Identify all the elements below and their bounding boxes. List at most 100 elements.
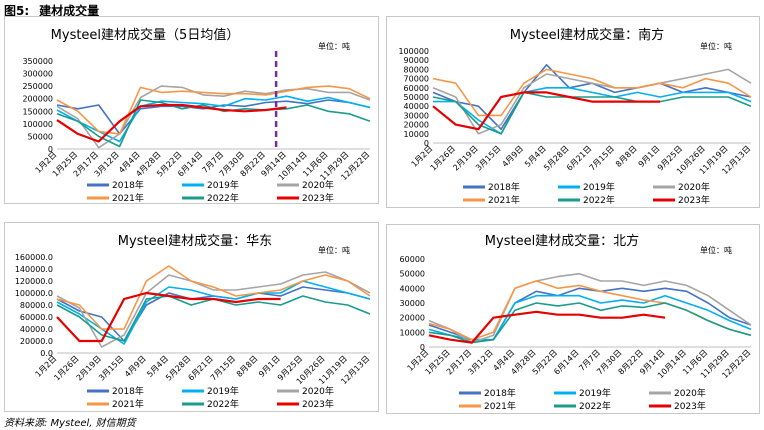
series-line-2022 <box>428 302 752 344</box>
unit-label: 单位：吨 <box>700 245 732 255</box>
legend-label-2020: 2020年 <box>302 179 334 191</box>
y-tick-label: 350000 <box>22 57 53 66</box>
y-tick-label: 80000 <box>404 65 429 74</box>
legend-label-2023: 2023年 <box>302 192 334 203</box>
legend-label-2021: 2021年 <box>112 398 144 410</box>
figure-number: 图5: <box>4 4 30 18</box>
y-tick-label: 100000 <box>398 47 429 56</box>
legend-label-2018: 2018年 <box>484 387 516 399</box>
legend-label-2021: 2021年 <box>112 192 144 203</box>
chart-title: Mysteel建材成交量：华东 <box>118 233 272 249</box>
legend-label-2019: 2019年 <box>207 385 239 397</box>
x-tick-label: 4月9日 <box>123 354 148 379</box>
legend-label-2019: 2019年 <box>583 181 615 193</box>
figure-title: 图5: 建材成交量 <box>4 2 99 19</box>
chart-svg: Mysteel建材成交量（5日均值） 单位：吨 0 50000 100000 150000… <box>22 27 371 203</box>
y-tick-label: 50000 <box>400 270 425 279</box>
legend-label-2020: 2020年 <box>674 387 706 399</box>
chart-panel-south: Mysteel建材成交量：南方单位：吨 0 10000 20000 30000 40000… <box>386 16 760 208</box>
y-tick-label: 10000 <box>404 130 429 139</box>
y-tick-label: 200000 <box>22 95 53 104</box>
y-tick-label: 140000.0 <box>15 265 53 274</box>
legend-label-2023: 2023年 <box>674 400 706 412</box>
y-tick-label: 70000 <box>404 75 429 84</box>
y-tick-label: 30000 <box>400 299 425 308</box>
figure-title-text: 建材成交量 <box>39 4 100 18</box>
series-line-2019 <box>56 280 371 345</box>
legend-label-2023: 2023年 <box>302 398 334 410</box>
chart-panel-north: Mysteel建材成交量：北方单位：吨 0 10000 20000 30000 40000… <box>386 224 760 414</box>
source-note: 资料来源: Mysteel, 财信期货 <box>4 418 136 429</box>
x-tick-label: 7月15日 <box>588 144 616 172</box>
chart-panel-east: Mysteel建材成交量：华东单位：吨 0.0 20000.0 40000.0 6000… <box>4 222 379 412</box>
series-line-2021 <box>432 68 752 117</box>
y-tick-label: 80000.0 <box>20 301 53 310</box>
y-tick-label: 20000 <box>404 121 429 130</box>
series-line-2019 <box>433 87 752 135</box>
series-line-2020 <box>432 68 752 135</box>
y-tick-label: 100000.0 <box>15 289 53 298</box>
y-tick-label: 0.0 <box>40 349 53 358</box>
y-tick-label: 0 <box>424 139 429 148</box>
series-line-2022 <box>432 91 752 135</box>
x-tick-label: 4月9日 <box>500 144 525 169</box>
y-tick-label: 0 <box>48 145 53 154</box>
legend-label-2018: 2018年 <box>112 179 144 191</box>
legend-label-2021: 2021年 <box>484 400 516 412</box>
y-tick-label: 250000 <box>22 82 53 91</box>
y-tick-label: 40000.0 <box>20 325 53 334</box>
y-tick-label: 40000 <box>400 284 425 293</box>
x-tick-label: 8月8日 <box>614 144 639 169</box>
y-tick-label: 160000.0 <box>15 253 53 262</box>
series-line-2018 <box>428 287 752 341</box>
chart-title: Mysteel建材成交量：北方 <box>485 233 639 249</box>
series-line-2020 <box>56 271 371 348</box>
legend-label-2019: 2019年 <box>207 179 239 191</box>
y-tick-label: 150000 <box>22 107 53 116</box>
x-tick-label: 3月15日 <box>474 144 502 172</box>
y-tick-label: 10000 <box>400 328 425 337</box>
legend-label-2019: 2019年 <box>579 387 611 399</box>
legend-label-2020: 2020年 <box>302 385 334 397</box>
unit-label: 单位：吨 <box>700 41 732 51</box>
y-tick-label: 20000.0 <box>20 337 53 346</box>
series-line-2023 <box>432 91 661 131</box>
y-tick-label: 120000.0 <box>15 277 53 286</box>
x-tick-label: 7月15日 <box>209 354 237 382</box>
y-tick-label: 100000 <box>22 120 53 129</box>
legend-label-2023: 2023年 <box>678 194 710 206</box>
series-line-2020 <box>428 272 752 344</box>
legend-label-2020: 2020年 <box>678 181 710 193</box>
y-tick-label: 50000 <box>404 93 429 102</box>
y-tick-label: 90000 <box>404 56 429 65</box>
series-line-2018 <box>56 286 371 342</box>
legend-label-2018: 2018年 <box>112 385 144 397</box>
y-tick-label: 300000 <box>22 70 53 79</box>
y-tick-label: 60000.0 <box>20 313 53 322</box>
series-line-2023 <box>428 310 666 344</box>
legend-label-2022: 2022年 <box>207 192 239 203</box>
series-line-2018 <box>56 99 371 135</box>
legend-label-2021: 2021年 <box>488 194 520 206</box>
y-tick-label: 40000 <box>404 102 429 111</box>
y-tick-label: 50000 <box>28 132 53 141</box>
y-tick-label: 30000 <box>404 111 429 120</box>
y-tick-label: 60000 <box>400 255 425 264</box>
chart-title: Mysteel建材成交量（5日均值） <box>51 27 240 43</box>
legend-label-2018: 2018年 <box>488 181 520 193</box>
unit-label: 单位：吨 <box>318 245 350 255</box>
legend-label-2022: 2022年 <box>583 194 615 206</box>
legend-label-2022: 2022年 <box>207 398 239 410</box>
x-tick-label: 8月8日 <box>235 354 260 379</box>
series-line-2023 <box>56 291 281 343</box>
chart-title: Mysteel建材成交量：南方 <box>510 27 664 43</box>
y-tick-label: 0 <box>420 343 425 352</box>
series-line-2023 <box>56 103 287 143</box>
y-tick-label: 60000 <box>404 84 429 93</box>
x-tick-label: 3月15日 <box>97 354 125 382</box>
unit-label: 单位：吨 <box>318 41 350 51</box>
y-tick-label: 20000 <box>400 314 425 323</box>
